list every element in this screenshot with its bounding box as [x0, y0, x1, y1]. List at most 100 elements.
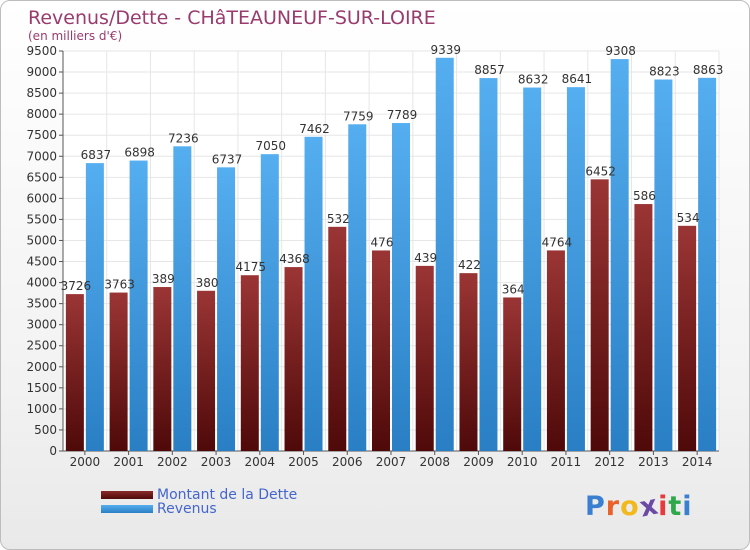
data-label-revenus: 6737 [212, 152, 243, 166]
data-label-dette: 364 [502, 282, 525, 296]
x-tick-label: 2011 [551, 455, 582, 469]
y-tick-label: 5500 [26, 212, 57, 226]
bar-revenus [698, 77, 717, 452]
data-label-dette: 6452 [585, 164, 616, 178]
bar-dette [372, 250, 390, 451]
bar-dette [284, 267, 303, 451]
x-tick-label: 2001 [113, 455, 144, 469]
bar-revenus [260, 154, 279, 451]
x-tick-label: 2012 [594, 455, 625, 469]
data-label-revenus: 9308 [605, 44, 636, 58]
logo-letter: P [585, 491, 606, 522]
y-tick-label: 2500 [26, 339, 57, 353]
bar-revenus [523, 87, 542, 452]
logo-letter: i [682, 491, 693, 522]
plot-area [63, 51, 719, 451]
x-tick-label: 2002 [157, 455, 188, 469]
bar-dette [109, 292, 128, 451]
data-label-dette: 389 [152, 272, 175, 286]
y-tick-label: 5000 [26, 233, 57, 247]
bar-revenus [173, 146, 192, 452]
x-tick-label: 2006 [332, 455, 363, 469]
bar-revenus [348, 124, 367, 451]
data-label-revenus: 6898 [124, 146, 155, 160]
y-tick-label: 9000 [26, 65, 57, 79]
data-label-dette: 3726 [61, 279, 92, 293]
legend-swatch-revenus [101, 505, 153, 513]
data-label-dette: 439 [414, 251, 437, 265]
data-label-dette: 476 [371, 235, 394, 249]
bar-revenus [654, 79, 673, 452]
y-tick-label: 7000 [26, 149, 57, 163]
x-tick-label: 2004 [245, 455, 276, 469]
x-tick-label: 2008 [419, 455, 450, 469]
data-label-revenus: 6837 [81, 148, 112, 162]
data-label-dette: 534 [677, 211, 700, 225]
bar-dette [678, 225, 697, 451]
legend-item-dette: Montant de la Dette [101, 487, 297, 503]
bar-revenus [129, 160, 148, 451]
logo-letter: i [658, 491, 669, 522]
bar-dette [197, 290, 216, 451]
data-label-dette: 4764 [542, 235, 573, 249]
logo-letter: r [605, 491, 621, 522]
data-label-revenus: 7050 [256, 139, 287, 153]
data-label-dette: 586 [633, 189, 656, 203]
data-label-revenus: 7462 [299, 122, 330, 136]
chart-subtitle: (en milliers d'€) [28, 29, 123, 43]
y-tick-label: 500 [34, 423, 57, 437]
data-label-dette: 532 [327, 212, 350, 226]
data-label-revenus: 8632 [518, 73, 549, 87]
bar-revenus [392, 123, 410, 451]
legend-swatch-dette [101, 491, 153, 499]
y-tick-label: 3000 [26, 318, 57, 332]
y-tick-label: 9500 [26, 44, 57, 58]
data-label-dette: 422 [458, 258, 481, 272]
data-label-revenus: 8857 [474, 63, 505, 77]
legend-label-revenus: Revenus [157, 501, 217, 517]
logo-letter: o [620, 491, 640, 522]
bar-dette [65, 294, 84, 451]
y-tick-label: 7500 [26, 128, 57, 142]
data-label-revenus: 7236 [168, 131, 199, 145]
bar-dette [153, 287, 172, 451]
data-label-revenus: 7789 [387, 108, 418, 122]
x-tick-label: 2009 [463, 455, 494, 469]
y-tick-label: 8500 [26, 86, 57, 100]
y-tick-label: 6000 [26, 191, 57, 205]
proxiti-logo: Proxiti [585, 489, 693, 523]
bar-dette [328, 226, 347, 451]
x-tick-label: 2005 [288, 455, 319, 469]
chart-title: Revenus/Dette - CHâTEAUNEUF-SUR-LOIRE [28, 7, 436, 29]
data-label-dette: 380 [196, 276, 219, 290]
bar-revenus [610, 59, 629, 452]
bar-revenus [435, 57, 454, 452]
bar-revenus [304, 136, 323, 451]
y-tick-label: 6500 [26, 170, 57, 184]
data-label-dette: 3763 [104, 278, 135, 292]
bar-revenus [479, 78, 498, 452]
x-tick-label: 2000 [70, 455, 101, 469]
bar-dette [459, 273, 478, 451]
bar-dette [546, 250, 565, 451]
bar-revenus [217, 167, 236, 451]
x-tick-label: 2014 [682, 455, 713, 469]
data-label-revenus: 8823 [649, 65, 680, 79]
y-tick-label: 8000 [26, 107, 57, 121]
legend-label-dette: Montant de la Dette [157, 487, 298, 503]
x-tick-label: 2010 [507, 455, 538, 469]
data-label-revenus: 7759 [343, 109, 374, 123]
bar-dette [590, 179, 609, 451]
data-label-dette: 4175 [236, 260, 267, 274]
data-label-revenus: 9339 [430, 43, 461, 57]
y-tick-label: 4000 [26, 276, 57, 290]
y-tick-label: 0 [49, 444, 57, 458]
data-label-dette: 4368 [279, 252, 310, 266]
x-tick-label: 2003 [201, 455, 232, 469]
y-tick-label: 2000 [26, 360, 57, 374]
bar-dette [634, 204, 653, 451]
legend-item-revenus: Revenus [101, 501, 217, 517]
bar-revenus [85, 163, 104, 451]
